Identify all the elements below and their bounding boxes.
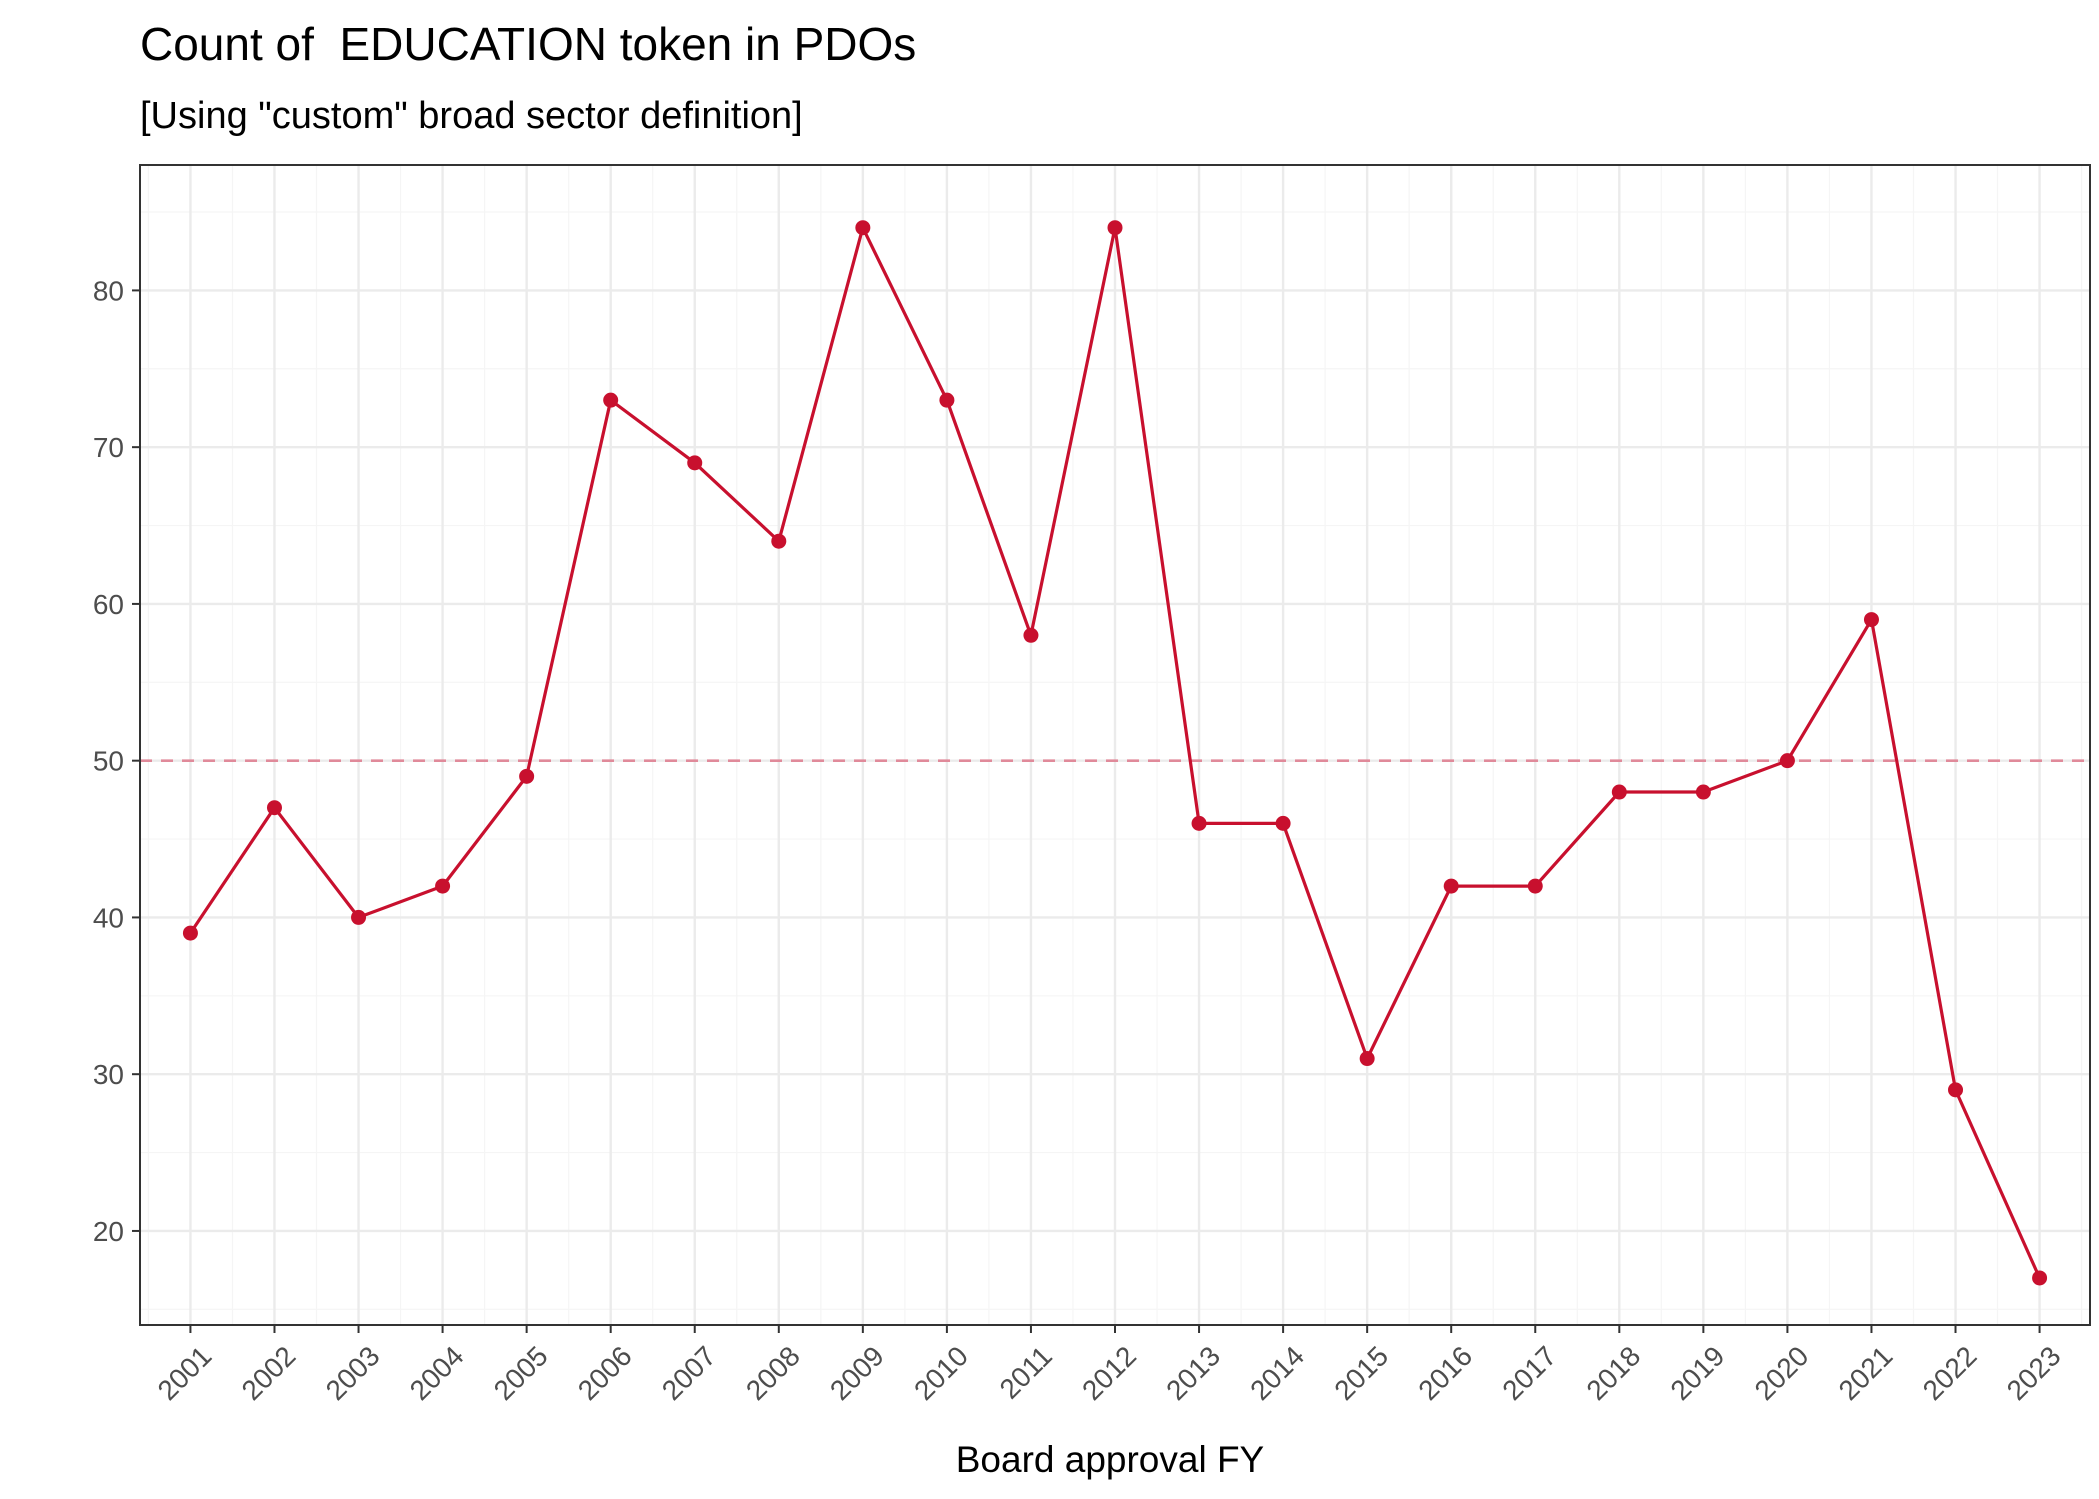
x-tick-label: 2011 (994, 1340, 1059, 1405)
data-point-2012 (1107, 220, 1123, 236)
x-tick-label: 2005 (488, 1340, 554, 1406)
y-tick-label: 60 (93, 589, 124, 620)
data-point-2005 (519, 768, 535, 784)
data-point-2016 (1443, 878, 1459, 894)
data-point-2002 (266, 800, 282, 816)
x-tick-label: 2007 (656, 1340, 722, 1406)
x-tick-label: 2009 (824, 1340, 890, 1406)
x-tick-label: 2006 (572, 1340, 638, 1406)
data-point-2007 (687, 455, 703, 471)
x-tick-label: 2004 (404, 1340, 470, 1406)
data-point-2013 (1191, 815, 1207, 831)
data-point-2018 (1611, 784, 1627, 800)
data-point-2004 (435, 878, 451, 894)
x-tick-label: 2016 (1412, 1340, 1478, 1406)
data-point-2010 (939, 392, 955, 408)
x-tick-label: 2013 (1160, 1340, 1226, 1406)
y-tick-label: 40 (93, 902, 124, 933)
plot-area: 20 30 40 50 60 70 80 2001 2002 2003 2004 2005 2006 20… (93, 164, 2091, 1406)
data-point-2015 (1359, 1051, 1375, 1067)
data-point-2003 (351, 909, 367, 925)
y-tick-label: 70 (93, 432, 124, 463)
data-point-2001 (182, 925, 198, 941)
data-point-2011 (1023, 627, 1039, 643)
data-point-2006 (603, 392, 619, 408)
data-point-2022 (1948, 1082, 1964, 1098)
y-tick-label: 20 (93, 1216, 124, 1247)
x-tick-label: 2022 (1917, 1340, 1983, 1406)
data-point-2017 (1527, 878, 1543, 894)
x-tick-label: 2015 (1328, 1340, 1394, 1406)
x-tick-label: 2018 (1580, 1340, 1646, 1406)
y-tick-label: 30 (93, 1059, 124, 1090)
data-point-2008 (771, 533, 787, 549)
x-tick-label: 2021 (1833, 1340, 1899, 1406)
data-point-2019 (1695, 784, 1711, 800)
data-point-2014 (1275, 815, 1291, 831)
data-point-2023 (2032, 1270, 2048, 1286)
x-tick-label: 2012 (1076, 1340, 1142, 1406)
data-point-2009 (855, 220, 871, 236)
chart-subtitle: [Using "custom" broad sector definition] (140, 95, 803, 137)
data-point-2020 (1779, 753, 1795, 769)
x-tick-label: 2001 (152, 1340, 218, 1406)
y-tick-label: 50 (93, 746, 124, 777)
x-tick-label: 2002 (236, 1340, 302, 1406)
x-tick-label: 2014 (1244, 1340, 1310, 1406)
y-tick-label: 80 (93, 275, 124, 306)
chart-title: Count of EDUCATION token in PDOs (140, 18, 916, 70)
x-tick-label: 2003 (320, 1340, 386, 1406)
x-axis-title: Board approval FY (956, 1439, 1265, 1480)
data-point-2021 (1863, 612, 1879, 628)
x-tick-label: 2010 (908, 1340, 974, 1406)
x-tick-label: 2019 (1664, 1340, 1730, 1406)
x-tick-label: 2008 (740, 1340, 806, 1406)
x-tick-label: 2023 (2001, 1340, 2067, 1406)
x-tick-label: 2020 (1749, 1340, 1815, 1406)
x-tick-label: 2017 (1496, 1340, 1562, 1406)
